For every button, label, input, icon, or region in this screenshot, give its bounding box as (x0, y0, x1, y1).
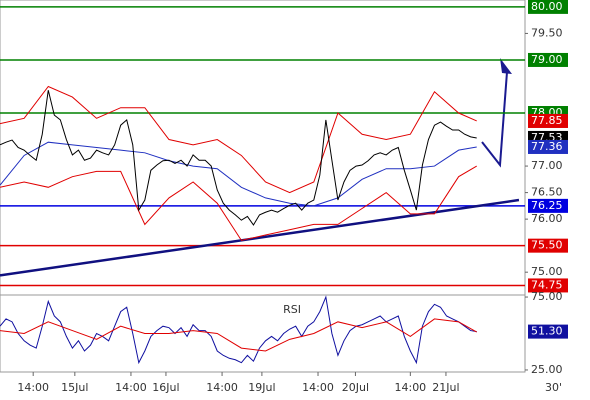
series-line (0, 141, 477, 207)
y-tick-label: 25.00 (531, 363, 563, 376)
x-tick-label: 14:00 (394, 381, 426, 394)
x-tick-label: 19Jul (248, 381, 275, 394)
level-box (528, 52, 568, 67)
current-value-label: 77.85 (531, 114, 563, 127)
current-value-box (528, 139, 568, 154)
level-label: 75.50 (531, 239, 563, 252)
y-tick-label: 79.50 (531, 26, 563, 39)
y-tick-label: 75.00 (531, 290, 563, 303)
x-tick-label: 16Jul (152, 381, 179, 394)
x-tick-label: 14:00 (302, 381, 334, 394)
x-tick-label: 14:00 (206, 381, 238, 394)
level-box (528, 278, 568, 293)
y-tick-label: 75.00 (531, 265, 563, 278)
series-line (0, 318, 477, 352)
current-value-box (528, 113, 568, 128)
level-box (528, 0, 568, 14)
level-label: 76.25 (531, 199, 563, 212)
x-tick-label: 20Jul (342, 381, 369, 394)
timeframe-label: 30' (545, 381, 562, 394)
x-tick-label: 21Jul (432, 381, 459, 394)
level-box (528, 238, 568, 253)
series-line (0, 85, 477, 194)
series-line (0, 165, 477, 241)
y-tick-label: 76.50 (531, 186, 563, 199)
level-label: 80.00 (531, 0, 563, 13)
x-tick-label: 14:00 (17, 381, 49, 394)
x-tick-label: 15Jul (61, 381, 88, 394)
level-box (528, 198, 568, 213)
current-value-box (528, 324, 568, 339)
current-value-label: 77.36 (531, 140, 563, 153)
arrow-head (500, 58, 512, 74)
forecast-arrow (481, 71, 508, 168)
y-tick-label: 76.00 (531, 212, 563, 225)
current-value-label: 51.30 (531, 325, 563, 338)
y-tick-label: 77.00 (531, 159, 563, 172)
series-line (0, 90, 477, 226)
series-line (0, 295, 477, 365)
x-tick-label: 14:00 (115, 381, 147, 394)
level-label: 79.00 (531, 53, 563, 66)
indicator-label: RSI (283, 303, 301, 316)
plot-frame (0, 0, 526, 373)
level-label: 74.75 (531, 278, 563, 291)
trendline (0, 198, 520, 277)
